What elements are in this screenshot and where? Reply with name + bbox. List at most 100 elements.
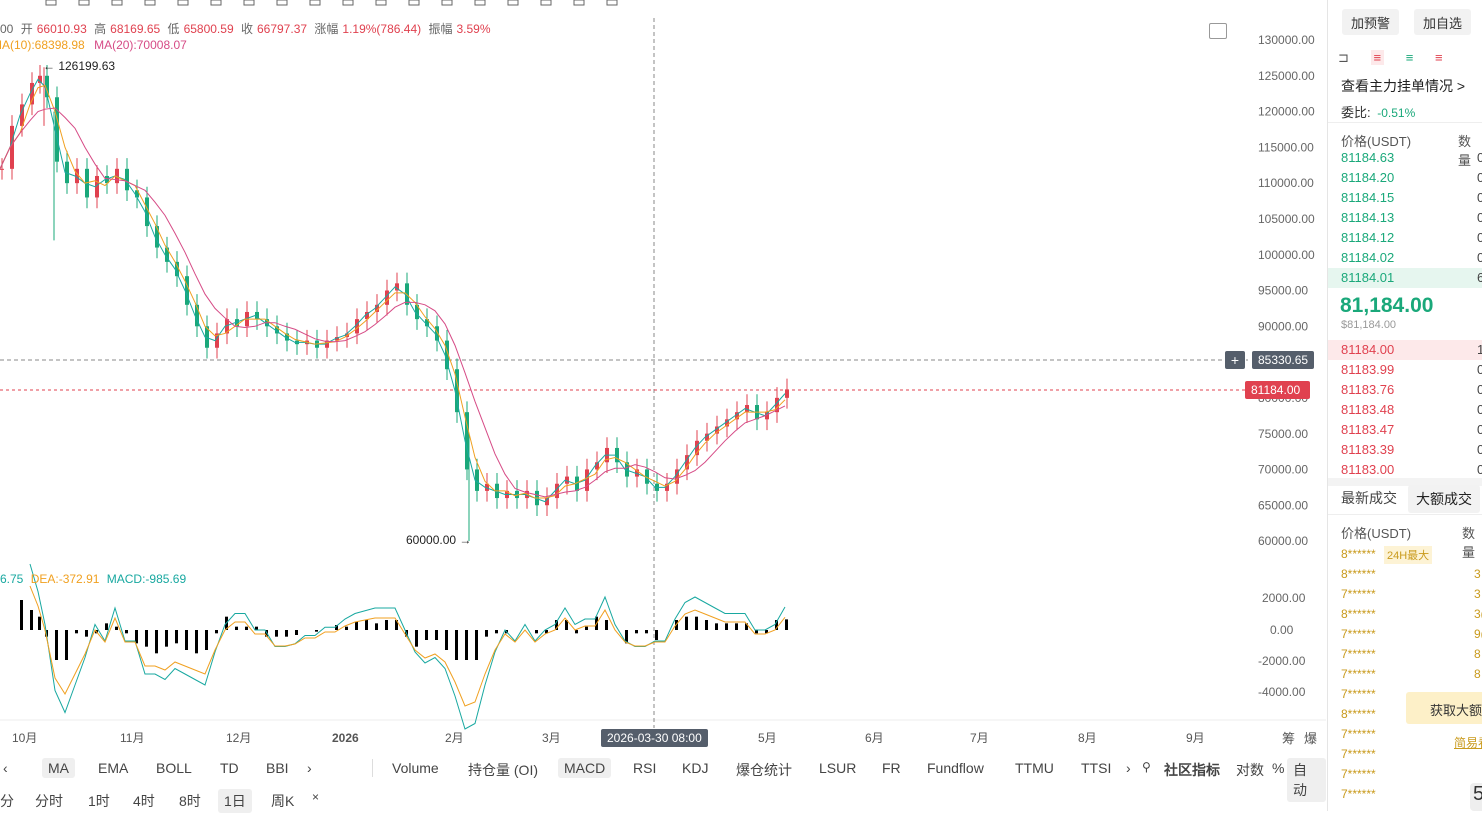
amp-value: 3.59% [456, 22, 491, 36]
ask-row[interactable]: 81184.63 0 [1328, 148, 1482, 168]
candle-body [0, 168, 4, 170]
macd-dea-line [29, 585, 786, 707]
candle-body [485, 483, 489, 491]
percent-scale-toggle[interactable]: % [1272, 760, 1285, 776]
indicator-lsur[interactable]: LSUR [819, 760, 857, 776]
trade-row: 7****** [1328, 785, 1482, 805]
timeframe-week[interactable]: 周K [271, 793, 295, 809]
close-icon[interactable]: × [312, 790, 320, 804]
timeframe-8h[interactable]: 8时 [179, 793, 201, 809]
macd-axis-label: -4000.00 [1258, 685, 1306, 699]
ask-row[interactable]: 81184.02 0 [1328, 248, 1482, 268]
ask-row[interactable]: 81184.15 0 [1328, 188, 1482, 208]
indicator-bbi[interactable]: BBI [266, 760, 289, 776]
candle-body [585, 469, 589, 491]
indicator-macd[interactable]: MACD [558, 758, 612, 778]
indicator-ma[interactable]: MA [42, 758, 75, 778]
indicator-boll[interactable]: BOLL [156, 760, 192, 776]
trade-row: 7****** [1328, 745, 1482, 765]
chevron-left-icon[interactable]: ‹ [3, 760, 8, 776]
indicator-ttmu[interactable]: TTMU [1015, 760, 1054, 776]
macd-bar [175, 630, 178, 644]
bids-only-icon[interactable]: ≡ [1405, 50, 1414, 65]
candle-body [75, 168, 79, 184]
ask-row[interactable]: 81184.01 6 [1328, 268, 1482, 288]
candle-body [455, 369, 459, 413]
indicator-ema[interactable]: EMA [98, 760, 129, 776]
trade-price: 7****** [1341, 627, 1376, 641]
star-icon [78, 0, 90, 6]
bid-row[interactable]: 81183.99 0 [1328, 360, 1482, 380]
trades-price-header: 价格(USDT) [1341, 526, 1412, 541]
price-axis-label: 90000.00 [1258, 319, 1308, 333]
simple-view-link[interactable]: 简易看 [1454, 736, 1482, 750]
get-large-trades-button[interactable]: 获取大额成 [1406, 692, 1482, 724]
chevron-right-icon[interactable]: › [1126, 760, 1131, 776]
candlestick-chart[interactable]: 130000.00 125000.00 120000.00 115000.00 1100… [0, 0, 1326, 811]
indicator-oi[interactable]: 持仓量 (OI) [468, 762, 538, 778]
view-main-orders-link[interactable]: 查看主力挂单情况 > [1341, 78, 1466, 94]
macd-bar [415, 630, 418, 647]
tab-large-trades[interactable]: 大额成交 [1408, 485, 1480, 513]
macd-bar [275, 630, 278, 637]
bid-row[interactable]: 81183.76 0 [1328, 380, 1482, 400]
indicator-td[interactable]: TD [220, 760, 239, 776]
log-scale-toggle[interactable]: 对数 [1236, 762, 1264, 778]
macd-bar [545, 630, 548, 634]
pin-icon[interactable]: ⊐ [1338, 50, 1349, 65]
add-alert-button[interactable]: 加预警 [1342, 9, 1400, 35]
macd-bar [625, 630, 628, 644]
asks-only-icon[interactable]: ≡ [1434, 50, 1443, 65]
tab-latest-trades[interactable]: 最新成交 [1341, 490, 1397, 506]
timeframe-1h[interactable]: 1时 [88, 793, 110, 809]
crosshair-date-tag: 2026-03-30 08:00 [601, 729, 708, 747]
liquidation-icon: 爆 [1304, 731, 1317, 746]
candle-body [175, 261, 179, 277]
ask-price: 81184.01 [1341, 270, 1395, 285]
brush-icon [144, 0, 156, 6]
trade-qty: 3( [1474, 607, 1482, 621]
indicator-rsi[interactable]: RSI [633, 760, 657, 776]
bid-row[interactable]: 81183.00 0 [1328, 460, 1482, 480]
timeframe-min[interactable]: 分 [0, 793, 14, 809]
bid-row[interactable]: 81183.47 0 [1328, 420, 1482, 440]
ask-row[interactable]: 81184.20 0 [1328, 168, 1482, 188]
community-indicators-button[interactable]: 社区指标 [1164, 762, 1220, 778]
ask-qty: 6 [1477, 270, 1482, 285]
bid-row[interactable]: 81184.00 1 [1328, 340, 1482, 360]
ask-row[interactable]: 81184.12 0 [1328, 228, 1482, 248]
candle-body [365, 311, 369, 320]
indicator-liq[interactable]: 爆仓统计 [736, 762, 792, 778]
add-favorite-button[interactable]: 加自选 [1414, 9, 1472, 35]
bid-row[interactable]: 81183.48 0 [1328, 400, 1482, 420]
ask-row[interactable]: 81184.13 0 [1328, 208, 1482, 228]
ask-price: 81184.12 [1341, 230, 1395, 245]
bid-qty: 0 [1477, 442, 1482, 457]
macd-bar [285, 630, 288, 637]
trade-row: 8****** [1328, 705, 1482, 725]
candle-body [55, 97, 59, 162]
candle-body [38, 75, 42, 83]
timeframe-4h[interactable]: 4时 [133, 793, 155, 809]
indicator-fr[interactable]: FR [882, 760, 901, 776]
fullscreen-icon[interactable] [1209, 23, 1227, 39]
indicator-kdj[interactable]: KDJ [682, 760, 709, 776]
bid-row[interactable]: 81183.39 0 [1328, 440, 1482, 460]
indicator-volume[interactable]: Volume [392, 760, 439, 776]
indicator-fundflow[interactable]: Fundflow [927, 760, 984, 776]
macd-bar [355, 621, 358, 630]
open-label: 开 [20, 22, 33, 36]
mid-price-usd: $81,184.00 [1341, 319, 1397, 331]
candle-body [785, 389, 789, 398]
scroll-indicator[interactable]: 5 [1470, 783, 1482, 811]
indicator-ttsi[interactable]: TTSI [1081, 760, 1112, 776]
chevron-right-icon[interactable]: › [307, 760, 312, 776]
timeframe-1d[interactable]: 1日 [218, 789, 252, 813]
chart-area[interactable]: 130000.00 125000.00 120000.00 115000.00 1100… [0, 0, 1326, 813]
add-crosshair-button[interactable]: + [1225, 351, 1245, 369]
timeframe-tick[interactable]: 分时 [35, 793, 63, 809]
both-sides-icon[interactable]: ≡ [1370, 50, 1385, 65]
bid-qty: 0 [1477, 382, 1482, 397]
candle-body [665, 483, 669, 491]
auto-scale-toggle[interactable]: 自动 [1287, 758, 1326, 802]
